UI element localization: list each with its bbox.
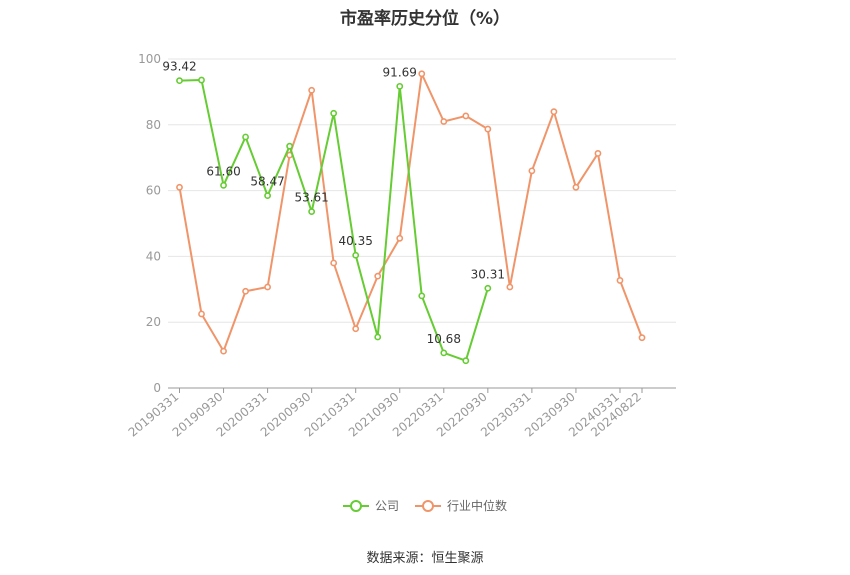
- data-point: [396, 234, 404, 242]
- data-source-note: 数据来源：恒生聚源: [366, 551, 484, 566]
- data-label: 93.42: [162, 60, 196, 74]
- data-point: [330, 259, 338, 267]
- legend-label-company: 公司: [374, 499, 399, 513]
- data-point: [198, 310, 205, 318]
- series-industry-median: [176, 70, 646, 355]
- y-tick-label: 100: [138, 52, 161, 66]
- legend-label-industry-median: 行业中位数: [447, 499, 508, 513]
- legend-swatch-company: [342, 499, 369, 513]
- series-line: [178, 72, 643, 353]
- data-point: [220, 181, 227, 189]
- data-point: [220, 347, 227, 355]
- chart-title: 市盈率历史分位（%）: [339, 9, 511, 29]
- data-point: [528, 167, 536, 175]
- data-point: [396, 82, 404, 90]
- legend-item-industry-median[interactable]: 行业中位数: [415, 497, 507, 514]
- data-point: [484, 284, 492, 292]
- data-point: [308, 86, 316, 94]
- data-point: [264, 192, 271, 200]
- y-tick-label: 80: [146, 118, 161, 132]
- data-point: [352, 325, 360, 333]
- data-point: [242, 133, 249, 141]
- data-point: [462, 357, 470, 365]
- y-tick-label: 40: [146, 249, 161, 263]
- data-point: [176, 77, 183, 85]
- data-label: 10.68: [427, 332, 461, 346]
- data-point: [594, 150, 602, 157]
- series-company: [176, 76, 492, 365]
- data-label: 40.35: [339, 234, 373, 248]
- data-point: [440, 118, 448, 125]
- data-point: [506, 283, 514, 291]
- data-point: [572, 183, 580, 191]
- legend: 公司 行业中位数: [0, 497, 850, 514]
- data-point: [440, 349, 448, 357]
- y-tick-label: 60: [146, 184, 161, 198]
- data-point: [638, 334, 646, 342]
- data-point: [352, 251, 360, 259]
- data-point: [308, 208, 316, 216]
- data-label: 61.60: [206, 164, 240, 178]
- data-point: [616, 277, 624, 284]
- data-label: 53.61: [294, 191, 328, 205]
- legend-swatch-industry-median: [415, 499, 441, 513]
- data-point: [418, 70, 426, 78]
- data-point: [198, 76, 205, 84]
- data-point: [462, 112, 470, 120]
- line-chart: 0204060801002019033120190930202003312020…: [126, 52, 676, 440]
- data-point: [264, 283, 271, 291]
- data-point: [286, 142, 294, 150]
- y-tick-label: 0: [153, 381, 161, 395]
- data-label: 91.69: [383, 65, 417, 79]
- data-point: [374, 272, 382, 280]
- data-point: [418, 292, 426, 300]
- data-point: [176, 183, 183, 191]
- data-point: [550, 108, 558, 116]
- data-point: [330, 109, 338, 117]
- data-point: [242, 287, 249, 295]
- data-point: [374, 333, 382, 341]
- data-label: 58.47: [250, 175, 284, 189]
- data-point: [484, 125, 492, 133]
- data-label: 30.31: [471, 267, 505, 281]
- legend-item-company[interactable]: 公司: [342, 497, 399, 514]
- y-tick-label: 20: [146, 315, 161, 329]
